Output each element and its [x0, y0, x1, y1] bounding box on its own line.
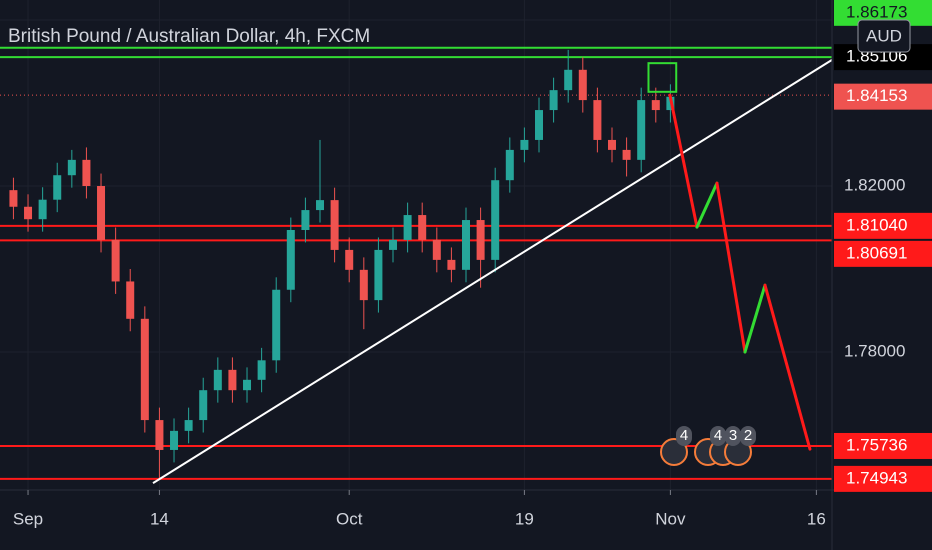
price-label: 1.75736	[846, 435, 907, 454]
candle-body	[593, 100, 602, 140]
candle-body	[505, 149, 514, 181]
candle-body	[403, 215, 412, 240]
candle-body	[67, 159, 76, 176]
candle-body	[111, 239, 120, 282]
candle-body	[637, 100, 646, 160]
drawings	[152, 58, 833, 485]
event-count-bg[interactable]	[710, 426, 726, 446]
highlight-box	[647, 62, 678, 93]
trendline	[152, 58, 833, 485]
event-count-bg[interactable]	[740, 426, 756, 446]
event-count-bg[interactable]	[676, 426, 692, 446]
x-tick-label: 16	[807, 509, 826, 528]
price-label-bg	[834, 240, 932, 267]
x-tick-label: Nov	[655, 509, 686, 528]
event-marker[interactable]	[660, 438, 688, 466]
price-label-bg	[834, 83, 932, 110]
event-count[interactable]: 4	[680, 427, 688, 444]
projection-segment	[668, 93, 699, 229]
candle-body	[286, 229, 295, 290]
candle-body	[651, 100, 660, 111]
candle-body	[389, 239, 398, 250]
candle-body	[330, 200, 339, 250]
levels	[0, 46, 832, 480]
candle-body	[155, 420, 164, 450]
event-count[interactable]: 3	[729, 427, 737, 444]
event-count[interactable]: 4	[714, 427, 722, 444]
candle-body	[345, 249, 354, 270]
candle-body	[549, 90, 558, 111]
candle-body	[491, 180, 500, 260]
price-label: 1.80691	[846, 243, 907, 262]
candle-body	[301, 210, 310, 230]
price-label: 1.84153	[846, 86, 907, 105]
candle-body	[82, 159, 91, 187]
candle-body	[534, 110, 543, 140]
candle-body	[24, 206, 33, 220]
candle-body	[564, 69, 573, 91]
candle-body	[607, 139, 616, 150]
candle-body	[53, 175, 62, 200]
candle-body	[140, 318, 149, 421]
candle-body	[97, 186, 106, 240]
candle-body	[622, 149, 631, 160]
currency-label[interactable]: AUD	[866, 26, 902, 45]
event-count-bg[interactable]	[725, 426, 741, 446]
candle-body	[520, 139, 529, 150]
x-tick-label: 14	[150, 509, 169, 528]
y-tick-label: 1.82000	[844, 175, 905, 194]
candle-body	[257, 360, 266, 380]
candle-body	[228, 369, 237, 391]
candle-body	[184, 420, 193, 431]
candle-body	[462, 220, 471, 270]
projection-segment	[743, 283, 767, 354]
price-label: 1.81040	[846, 215, 907, 234]
projection-segment	[763, 283, 812, 451]
x-tick-label: Oct	[336, 509, 363, 528]
currency-badge[interactable]	[857, 19, 911, 53]
chart-title: British Pound / Australian Dollar, 4h, F…	[8, 26, 370, 47]
price-label-bg	[834, 432, 932, 459]
x-tick-label: 19	[515, 509, 534, 528]
price-label-bg	[834, 212, 932, 239]
candle-body	[359, 269, 368, 301]
projection-segment	[715, 181, 747, 354]
price-label: 1.74943	[846, 468, 907, 487]
price-label: 1.86173	[846, 2, 907, 21]
candle-body	[38, 199, 47, 220]
projection-segment	[695, 181, 719, 229]
candle-body	[170, 430, 179, 450]
candle-body	[243, 379, 252, 391]
candle-body	[432, 239, 441, 260]
x-tick-label: Sep	[13, 509, 43, 528]
candle-body	[447, 259, 456, 270]
candle-body	[213, 369, 222, 391]
candle-body	[476, 220, 485, 260]
candle-body	[578, 69, 587, 101]
y-tick-label: 1.78000	[844, 341, 905, 360]
candle-body	[316, 200, 325, 211]
candle-body	[272, 289, 281, 361]
candle-body	[9, 190, 18, 207]
axes: 1.860001.820001.78000Sep14Oct19Nov161.86…	[13, 0, 932, 528]
candle-body	[199, 390, 208, 421]
candle-body	[126, 281, 135, 319]
candle-body	[418, 215, 427, 240]
event-count[interactable]: 2	[744, 427, 752, 444]
candles	[9, 49, 675, 480]
price-label-bg	[834, 465, 932, 492]
candle-body	[374, 249, 383, 301]
